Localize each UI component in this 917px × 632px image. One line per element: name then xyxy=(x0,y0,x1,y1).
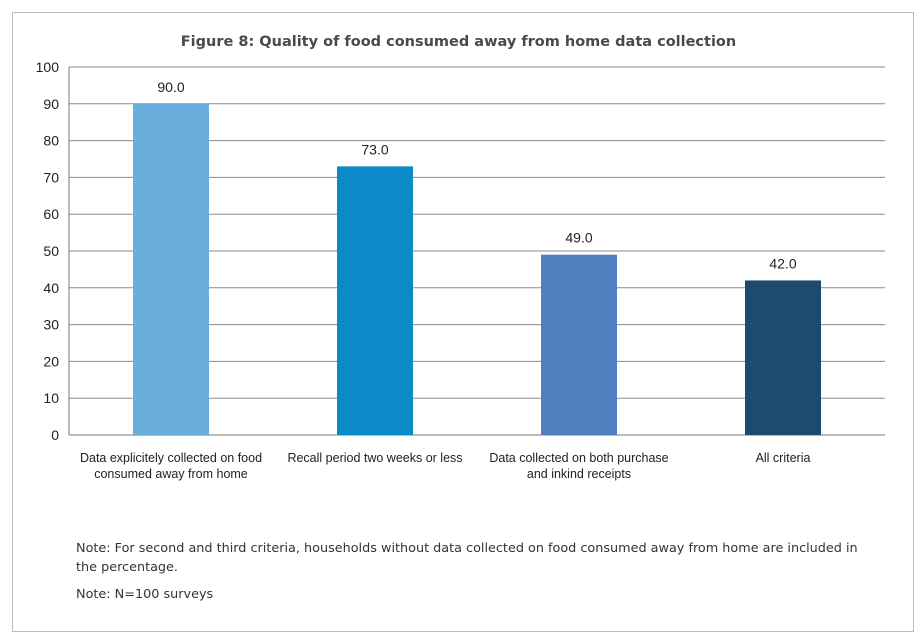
y-tick-label: 90 xyxy=(43,96,59,112)
data-labels: 90.0 73.0 49.0 42.0 xyxy=(157,79,796,272)
bars xyxy=(133,103,821,436)
y-tick-label: 50 xyxy=(43,243,59,259)
bar xyxy=(541,254,617,435)
bar xyxy=(745,280,821,435)
y-tick-label: 30 xyxy=(43,317,59,333)
y-tick-label: 80 xyxy=(43,133,59,149)
note-sample-size: Note: N=100 surveys xyxy=(76,587,214,602)
data-label: 73.0 xyxy=(361,141,388,157)
note-criteria: Note: For second and third criteria, hou… xyxy=(76,541,858,575)
x-category-label: Data collected on both purchase and inki… xyxy=(489,451,669,481)
data-label: 49.0 xyxy=(565,230,592,246)
y-tick-label: 0 xyxy=(51,427,59,443)
y-tick-label: 100 xyxy=(36,59,60,75)
x-category-label: All criteria xyxy=(755,451,811,465)
bar-chart: 0 10 20 30 40 50 60 70 80 90 100 90.0 73.0 49.0 42.0 xyxy=(36,59,885,443)
x-category-label: Data explicitely collected on food consu… xyxy=(79,451,263,481)
bar xyxy=(337,166,413,436)
y-axis-ticks: 0 10 20 30 40 50 60 70 80 90 100 xyxy=(36,59,60,443)
y-tick-label: 70 xyxy=(43,169,59,185)
data-label: 42.0 xyxy=(769,255,796,271)
y-tick-label: 60 xyxy=(43,206,59,222)
data-label: 90.0 xyxy=(157,79,184,95)
y-tick-label: 20 xyxy=(43,353,59,369)
bar xyxy=(133,103,209,436)
x-category-label: Recall period two weeks or less xyxy=(287,451,463,465)
y-tick-label: 10 xyxy=(43,390,59,406)
y-tick-label: 40 xyxy=(43,280,59,296)
chart-title: Figure 8: Quality of food consumed away … xyxy=(180,34,737,50)
